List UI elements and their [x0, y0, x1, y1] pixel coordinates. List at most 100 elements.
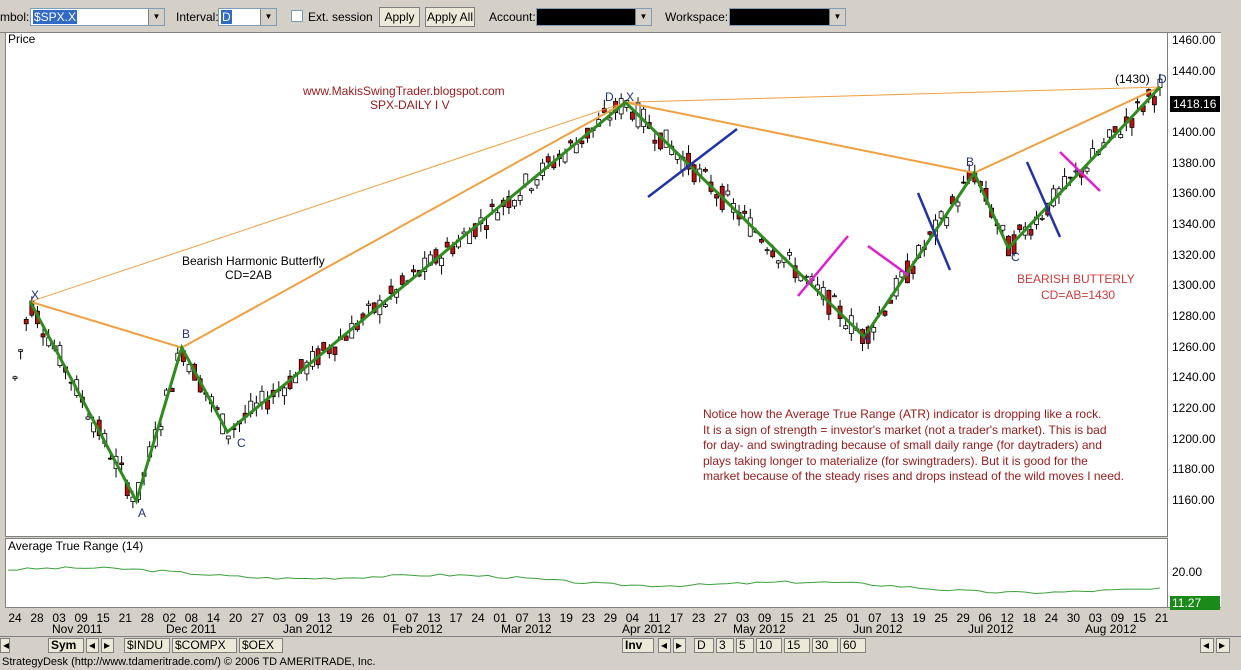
candle [1000, 224, 1006, 231]
tab-oex[interactable]: $OEX [239, 638, 283, 653]
atr-panel[interactable] [5, 538, 1168, 608]
price-axis [1168, 32, 1221, 608]
candle [366, 303, 372, 306]
trend-mark [1059, 151, 1101, 192]
left-pattern-title: Bearish Harmonic Butterfly [182, 254, 325, 268]
right-scrollbar[interactable] [1221, 32, 1241, 608]
month-label: Aug 2012 [1085, 622, 1137, 636]
date-tick: 03 [272, 611, 287, 625]
candle [388, 285, 394, 294]
date-tick: 15 [96, 611, 110, 625]
point-b-label: B [966, 155, 975, 169]
symbol-combo[interactable]: $SPX.X ▼ [30, 8, 165, 26]
candle [1151, 96, 1157, 106]
notice-line: It is a sign of strength = investor's ma… [703, 422, 1107, 437]
tab-prev-icon[interactable]: ◂ [86, 638, 99, 653]
notice-line: plays taking longer to materialize (for … [703, 453, 1088, 468]
date-tick: 27 [250, 611, 265, 625]
candle [787, 252, 792, 256]
candle [534, 179, 540, 186]
date-tick: 21 [802, 611, 816, 625]
zigzag-line [28, 85, 1162, 505]
point-d-label: D [1158, 72, 1167, 86]
symbol-label: mbol: [0, 10, 30, 24]
workspace-combo[interactable]: ▼ [729, 8, 846, 26]
pattern-line [181, 101, 626, 349]
candle [332, 346, 338, 355]
date-tick: 20 [228, 611, 243, 625]
current-price-badge: 1418.16 [1170, 96, 1220, 112]
trend-mark [647, 128, 738, 198]
date-tick: 15 [1132, 611, 1147, 625]
interval-value: D [221, 10, 232, 24]
date-tick: 21 [1154, 611, 1169, 625]
chevron-down-icon[interactable]: ▼ [148, 9, 164, 25]
scroll-right-icon[interactable]: ▸ [1216, 638, 1230, 653]
date-tick: 03 [52, 611, 66, 625]
date-tick: 18 [1022, 611, 1036, 625]
date-tick: 01 [383, 611, 397, 625]
candle [545, 156, 551, 163]
chevron-down-icon[interactable]: ▼ [829, 9, 845, 25]
candle [1039, 217, 1045, 220]
candle [282, 387, 287, 397]
candle [714, 194, 719, 199]
tab-sym[interactable]: Sym [48, 638, 84, 653]
candle [489, 203, 495, 207]
tab-interval-5[interactable]: 5 [736, 638, 754, 653]
candle [725, 190, 731, 196]
date-tick: 01 [493, 611, 507, 625]
tab-interval-3[interactable]: 3 [716, 638, 734, 653]
tab-interval-30[interactable]: 30 [812, 638, 838, 653]
apply-button[interactable]: Apply [379, 7, 420, 27]
notice-line: for day- and swingtrading because of sma… [703, 438, 1102, 452]
tab-interval-d[interactable]: D [694, 638, 714, 653]
candle [658, 132, 663, 150]
date-tick: 30 [1066, 611, 1081, 625]
month-label: Dec 2011 [166, 622, 217, 636]
candle [882, 310, 888, 316]
candle [18, 349, 24, 352]
scroll-left-icon[interactable]: ◂ [1200, 638, 1214, 653]
date-tick: 07 [405, 611, 419, 625]
atr-panel-title: Average True Range (14) [8, 539, 144, 553]
account-label: Account: [489, 10, 536, 24]
tab-next-icon[interactable]: ▸ [673, 638, 686, 653]
tab-compx[interactable]: $COMPX [172, 638, 237, 653]
tab-interval-60[interactable]: 60 [840, 638, 866, 653]
price-panel[interactable] [5, 32, 1168, 537]
interval-combo[interactable]: D ▼ [218, 8, 277, 26]
chevron-down-icon[interactable]: ▼ [260, 9, 276, 25]
ext-session-checkbox[interactable] [291, 10, 303, 22]
notice-line: Notice how the Average True Range (ATR) … [703, 407, 1102, 421]
price-panel-title: Price [8, 32, 36, 46]
tab-interval-15[interactable]: 15 [784, 638, 810, 653]
apply-all-button[interactable]: Apply All [425, 7, 475, 27]
symbol-value: $SPX.X [33, 10, 78, 24]
tab-prev-icon[interactable]: ◂ [658, 638, 671, 653]
trend-mark [1025, 161, 1062, 238]
price-tick: 1220.00 [1172, 401, 1216, 415]
candle [225, 435, 231, 440]
scroll-left-icon[interactable]: ◂ [0, 638, 10, 653]
right-pattern-subtitle: CD=AB=1430 [1041, 288, 1116, 302]
candle [871, 327, 877, 333]
candle [343, 335, 349, 341]
chevron-down-icon[interactable]: ▼ [635, 9, 651, 25]
tab-next-icon[interactable]: ▸ [101, 638, 114, 653]
point-b-label: B [182, 327, 191, 341]
date-tick: 03 [1088, 611, 1103, 625]
candle [607, 117, 613, 121]
candle [444, 241, 450, 248]
tab-inv[interactable]: Inv [622, 638, 654, 653]
date-tick: 29 [603, 611, 618, 625]
tab-indu[interactable]: $INDU [124, 638, 170, 653]
tab-interval-10[interactable]: 10 [756, 638, 782, 653]
notice-annotation: Notice how the Average True Range (ATR) … [703, 407, 1124, 485]
account-combo[interactable]: ▼ [536, 8, 652, 26]
month-label: Jan 2012 [283, 622, 333, 636]
date-tick: 13 [317, 611, 331, 625]
date-tick: 02 [162, 611, 177, 625]
ext-session-label: Ext. session [308, 10, 373, 24]
